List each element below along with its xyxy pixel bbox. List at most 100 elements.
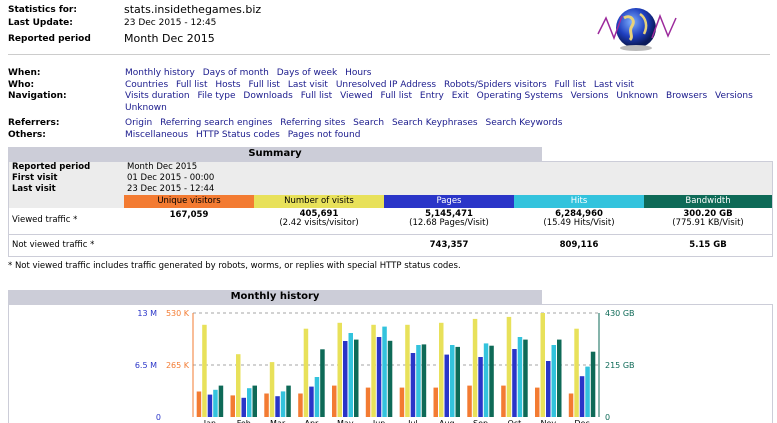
col-number-of-visits: Number of visits <box>254 195 384 208</box>
month-label-sep: Sep <box>473 419 488 423</box>
viewed-pages: 5,145,471 <box>425 209 473 219</box>
last-update-value: 23 Dec 2015 - 12:45 <box>124 18 217 28</box>
axis-left-mid-pages: 6.5 M <box>135 361 157 370</box>
nav-link-unknown-13[interactable]: Unknown <box>125 102 167 113</box>
awstats-globe-logo-icon[interactable] <box>596 4 678 52</box>
viewed-bandwidth-sub: (775.91 KB/Visit) <box>672 218 744 228</box>
not-viewed-bandwidth: 5.15 GB <box>689 239 727 250</box>
nav-who-links: Countries Full list Hosts Full list Last… <box>125 80 773 92</box>
nav-link-full-list-3[interactable]: Full list <box>248 79 280 90</box>
nav-row-who: Who: Countries Full list Hosts Full list… <box>8 80 773 92</box>
nav-link-referring-search-engines-1[interactable]: Referring search engines <box>160 118 273 128</box>
nav-navigation-links: Visits duration File type Downloads Full… <box>125 91 773 114</box>
nav-link-full-list-1[interactable]: Full list <box>176 79 208 90</box>
viewed-hits: 6,284,960 <box>555 209 603 219</box>
axis-left-mid-visits: 265 K <box>166 361 190 370</box>
nav-who-label: Who: <box>8 79 35 90</box>
nav-link-miscellaneous-0[interactable]: Miscellaneous <box>125 129 189 140</box>
bar-dec-hits <box>585 366 590 417</box>
bar-nov-pages <box>546 361 551 417</box>
nav-link-exit-7[interactable]: Exit <box>451 91 469 101</box>
bar-oct-unique-visitors <box>501 385 506 417</box>
nav-link-last-visit-8[interactable]: Last visit <box>593 79 635 90</box>
viewed-unique: 167,059 <box>169 210 209 220</box>
nav-link-search-keywords-5[interactable]: Search Keywords <box>485 118 563 128</box>
nav-link-days-of-month-1[interactable]: Days of month <box>202 68 269 78</box>
viewed-pages-sub: (12.68 Pages/Visit) <box>409 218 489 228</box>
summary-reported-label: Reported period <box>12 162 91 172</box>
nav-navigation-label: Navigation: <box>8 91 67 101</box>
nav-link-monthly-history-0[interactable]: Monthly history <box>125 68 195 78</box>
bar-jan-unique-visitors <box>196 391 202 417</box>
not-viewed-pages: 743,357 <box>429 239 469 250</box>
nav-link-entry-6[interactable]: Entry <box>419 91 444 101</box>
axis-left-top-pages: 13 M <box>137 309 157 318</box>
summary-reported-value: Month Dec 2015 <box>127 162 198 172</box>
nav-link-origin-0[interactable]: Origin <box>125 118 153 128</box>
site-name: stats.insidethegames.biz <box>124 3 262 16</box>
month-label-nov: Nov <box>540 419 556 423</box>
not-viewed-visits <box>254 234 384 256</box>
bar-feb-pages <box>241 397 246 417</box>
nav-link-full-list-7[interactable]: Full list <box>554 79 587 90</box>
nav-link-search-keyphrases-4[interactable]: Search Keyphrases <box>391 118 478 128</box>
nav-link-versions-12[interactable]: Versions <box>715 91 753 101</box>
nav-link-visits-duration-0[interactable]: Visits duration <box>125 91 190 101</box>
nav-link-robots-spiders-visitors-6[interactable]: Robots/Spiders visitors <box>443 79 547 90</box>
chart-bars: Jan Feb Mar Apr May Jun Jul Aug Sep Oct Nov Dec <box>196 313 596 423</box>
bar-apr-number-of-visits <box>303 328 309 417</box>
bar-nov-hits <box>551 345 556 417</box>
viewed-hits-cell: 6,284,960 (15.49 Hits/Visit) <box>514 208 644 234</box>
nav-link-unknown-10[interactable]: Unknown <box>616 91 659 101</box>
summary-first-visit-value: 01 Dec 2015 - 00:00 <box>127 173 215 183</box>
nav-link-unresolved-ip-address-5[interactable]: Unresolved IP Address <box>335 79 437 90</box>
nav-link-browsers-11[interactable]: Browsers <box>665 91 708 101</box>
month-label-jul: Jul <box>407 419 418 423</box>
bar-feb-number-of-visits <box>236 354 241 417</box>
bar-mar-pages <box>275 396 280 417</box>
nav-link-search-3[interactable]: Search <box>353 118 385 128</box>
nav-link-countries-0[interactable]: Countries <box>125 79 169 90</box>
bar-mar-unique-visitors <box>264 393 269 417</box>
bar-jan-hits <box>213 389 218 417</box>
nav-link-referring-sites-2[interactable]: Referring sites <box>280 118 346 128</box>
nav-link-last-visit-4[interactable]: Last visit <box>287 79 328 90</box>
axis-left-zero: 0 <box>156 413 161 422</box>
nav-link-full-list-5[interactable]: Full list <box>380 91 413 101</box>
nav-link-full-list-3[interactable]: Full list <box>300 91 333 101</box>
bar-jul-bandwidth <box>421 344 427 417</box>
viewed-pages-cell: 5,145,471 (12.68 Pages/Visit) <box>384 208 514 234</box>
monthly-history-title: Monthly history <box>8 290 542 304</box>
bar-jan-pages <box>207 394 213 417</box>
viewed-bandwidth-cell: 300.20 GB (775.91 KB/Visit) <box>644 208 772 234</box>
not-viewed-traffic-label: Not viewed traffic * <box>12 239 95 250</box>
nav-link-file-type-1[interactable]: File type <box>197 91 236 101</box>
month-label-jun: Jun <box>372 419 386 423</box>
nav-link-http-status-codes-1[interactable]: HTTP Status codes <box>195 129 280 140</box>
bar-feb-bandwidth <box>252 385 257 417</box>
nav-link-viewed-4[interactable]: Viewed <box>340 91 373 101</box>
bar-dec-pages <box>579 376 585 417</box>
viewed-bandwidth: 300.20 GB <box>683 209 733 219</box>
summary-period-row: Reported period Month Dec 2015 <box>9 162 772 173</box>
nav-link-hours-3[interactable]: Hours <box>345 68 372 78</box>
nav-link-versions-9[interactable]: Versions <box>570 91 609 101</box>
bar-dec-bandwidth <box>590 351 596 417</box>
summary-last-visit-value: 23 Dec 2015 - 12:44 <box>127 184 215 194</box>
bar-feb-hits <box>247 388 252 417</box>
nav-row-others: Others: Miscellaneous HTTP Status codes … <box>8 130 773 142</box>
nav-link-pages-not-found-2[interactable]: Pages not found <box>287 129 361 140</box>
bar-nov-unique-visitors <box>535 387 540 417</box>
col-pages: Pages <box>384 195 514 208</box>
nav-when-links: Monthly history Days of month Days of we… <box>125 68 773 80</box>
bar-jun-hits <box>382 326 387 417</box>
nav-row-navigation: Navigation: Visits duration File type Do… <box>8 91 773 114</box>
bar-dec-unique-visitors <box>568 393 574 417</box>
not-viewed-traffic-row: Not viewed traffic * 743,357 809,116 5.1… <box>9 234 772 256</box>
summary-first-visit-row: First visit 01 Dec 2015 - 00:00 <box>9 173 772 184</box>
nav-link-days-of-week-2[interactable]: Days of week <box>276 68 338 78</box>
col-hits: Hits <box>514 195 644 208</box>
nav-link-hosts-2[interactable]: Hosts <box>215 79 241 90</box>
nav-link-downloads-2[interactable]: Downloads <box>243 91 293 101</box>
nav-link-operating-systems-8[interactable]: Operating Systems <box>476 91 563 101</box>
